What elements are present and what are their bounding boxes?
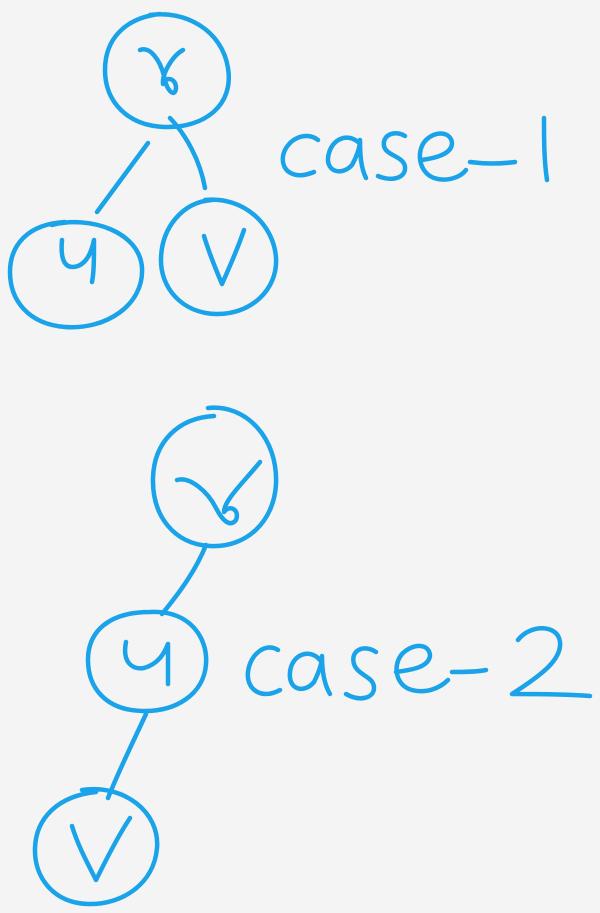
case1-tree xyxy=(7,11,279,330)
case2-edge-r-u xyxy=(159,542,209,617)
case1-label xyxy=(280,115,550,183)
case2-node-u-glyph xyxy=(122,639,171,687)
case2-node-v-circle xyxy=(32,786,160,907)
case2-node-u-circle xyxy=(85,609,209,714)
case2-tree xyxy=(32,405,279,907)
case1-edge-r-v xyxy=(167,115,208,191)
case1-node-v-circle xyxy=(158,197,279,317)
case2-node-r-circle xyxy=(150,405,279,549)
case1-node-r-circle xyxy=(102,11,232,130)
case2-node-r-gamma-glyph xyxy=(174,459,263,526)
case1-node-u-circle xyxy=(7,219,145,330)
case1-node-r-gamma-glyph xyxy=(137,47,186,96)
case2-edge-u-v xyxy=(105,711,149,801)
case2-node-v-glyph xyxy=(69,815,133,883)
case2-label xyxy=(245,626,593,701)
case1-node-v-glyph xyxy=(201,227,247,287)
case1-edge-r-u xyxy=(94,140,151,215)
case1-node-u-glyph xyxy=(59,237,97,285)
